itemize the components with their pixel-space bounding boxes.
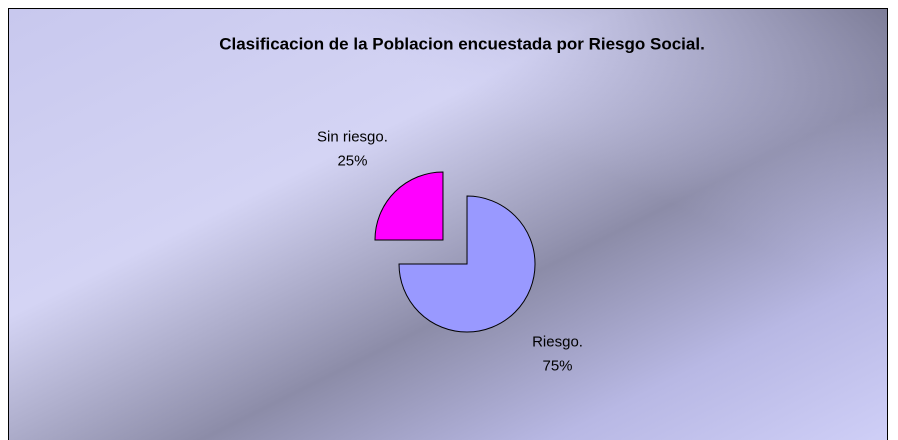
slice-value-label: 25%	[337, 152, 367, 169]
pie-slice	[374, 171, 444, 241]
chart-title: Clasificacion de la Poblacion encuestada…	[219, 34, 705, 53]
pie-slice	[398, 195, 536, 333]
slice-value-label: 75%	[543, 357, 573, 374]
chart-shade	[9, 9, 887, 440]
slice-label: Sin riesgo.	[317, 128, 388, 145]
slice-label: Riesgo.	[532, 333, 583, 350]
